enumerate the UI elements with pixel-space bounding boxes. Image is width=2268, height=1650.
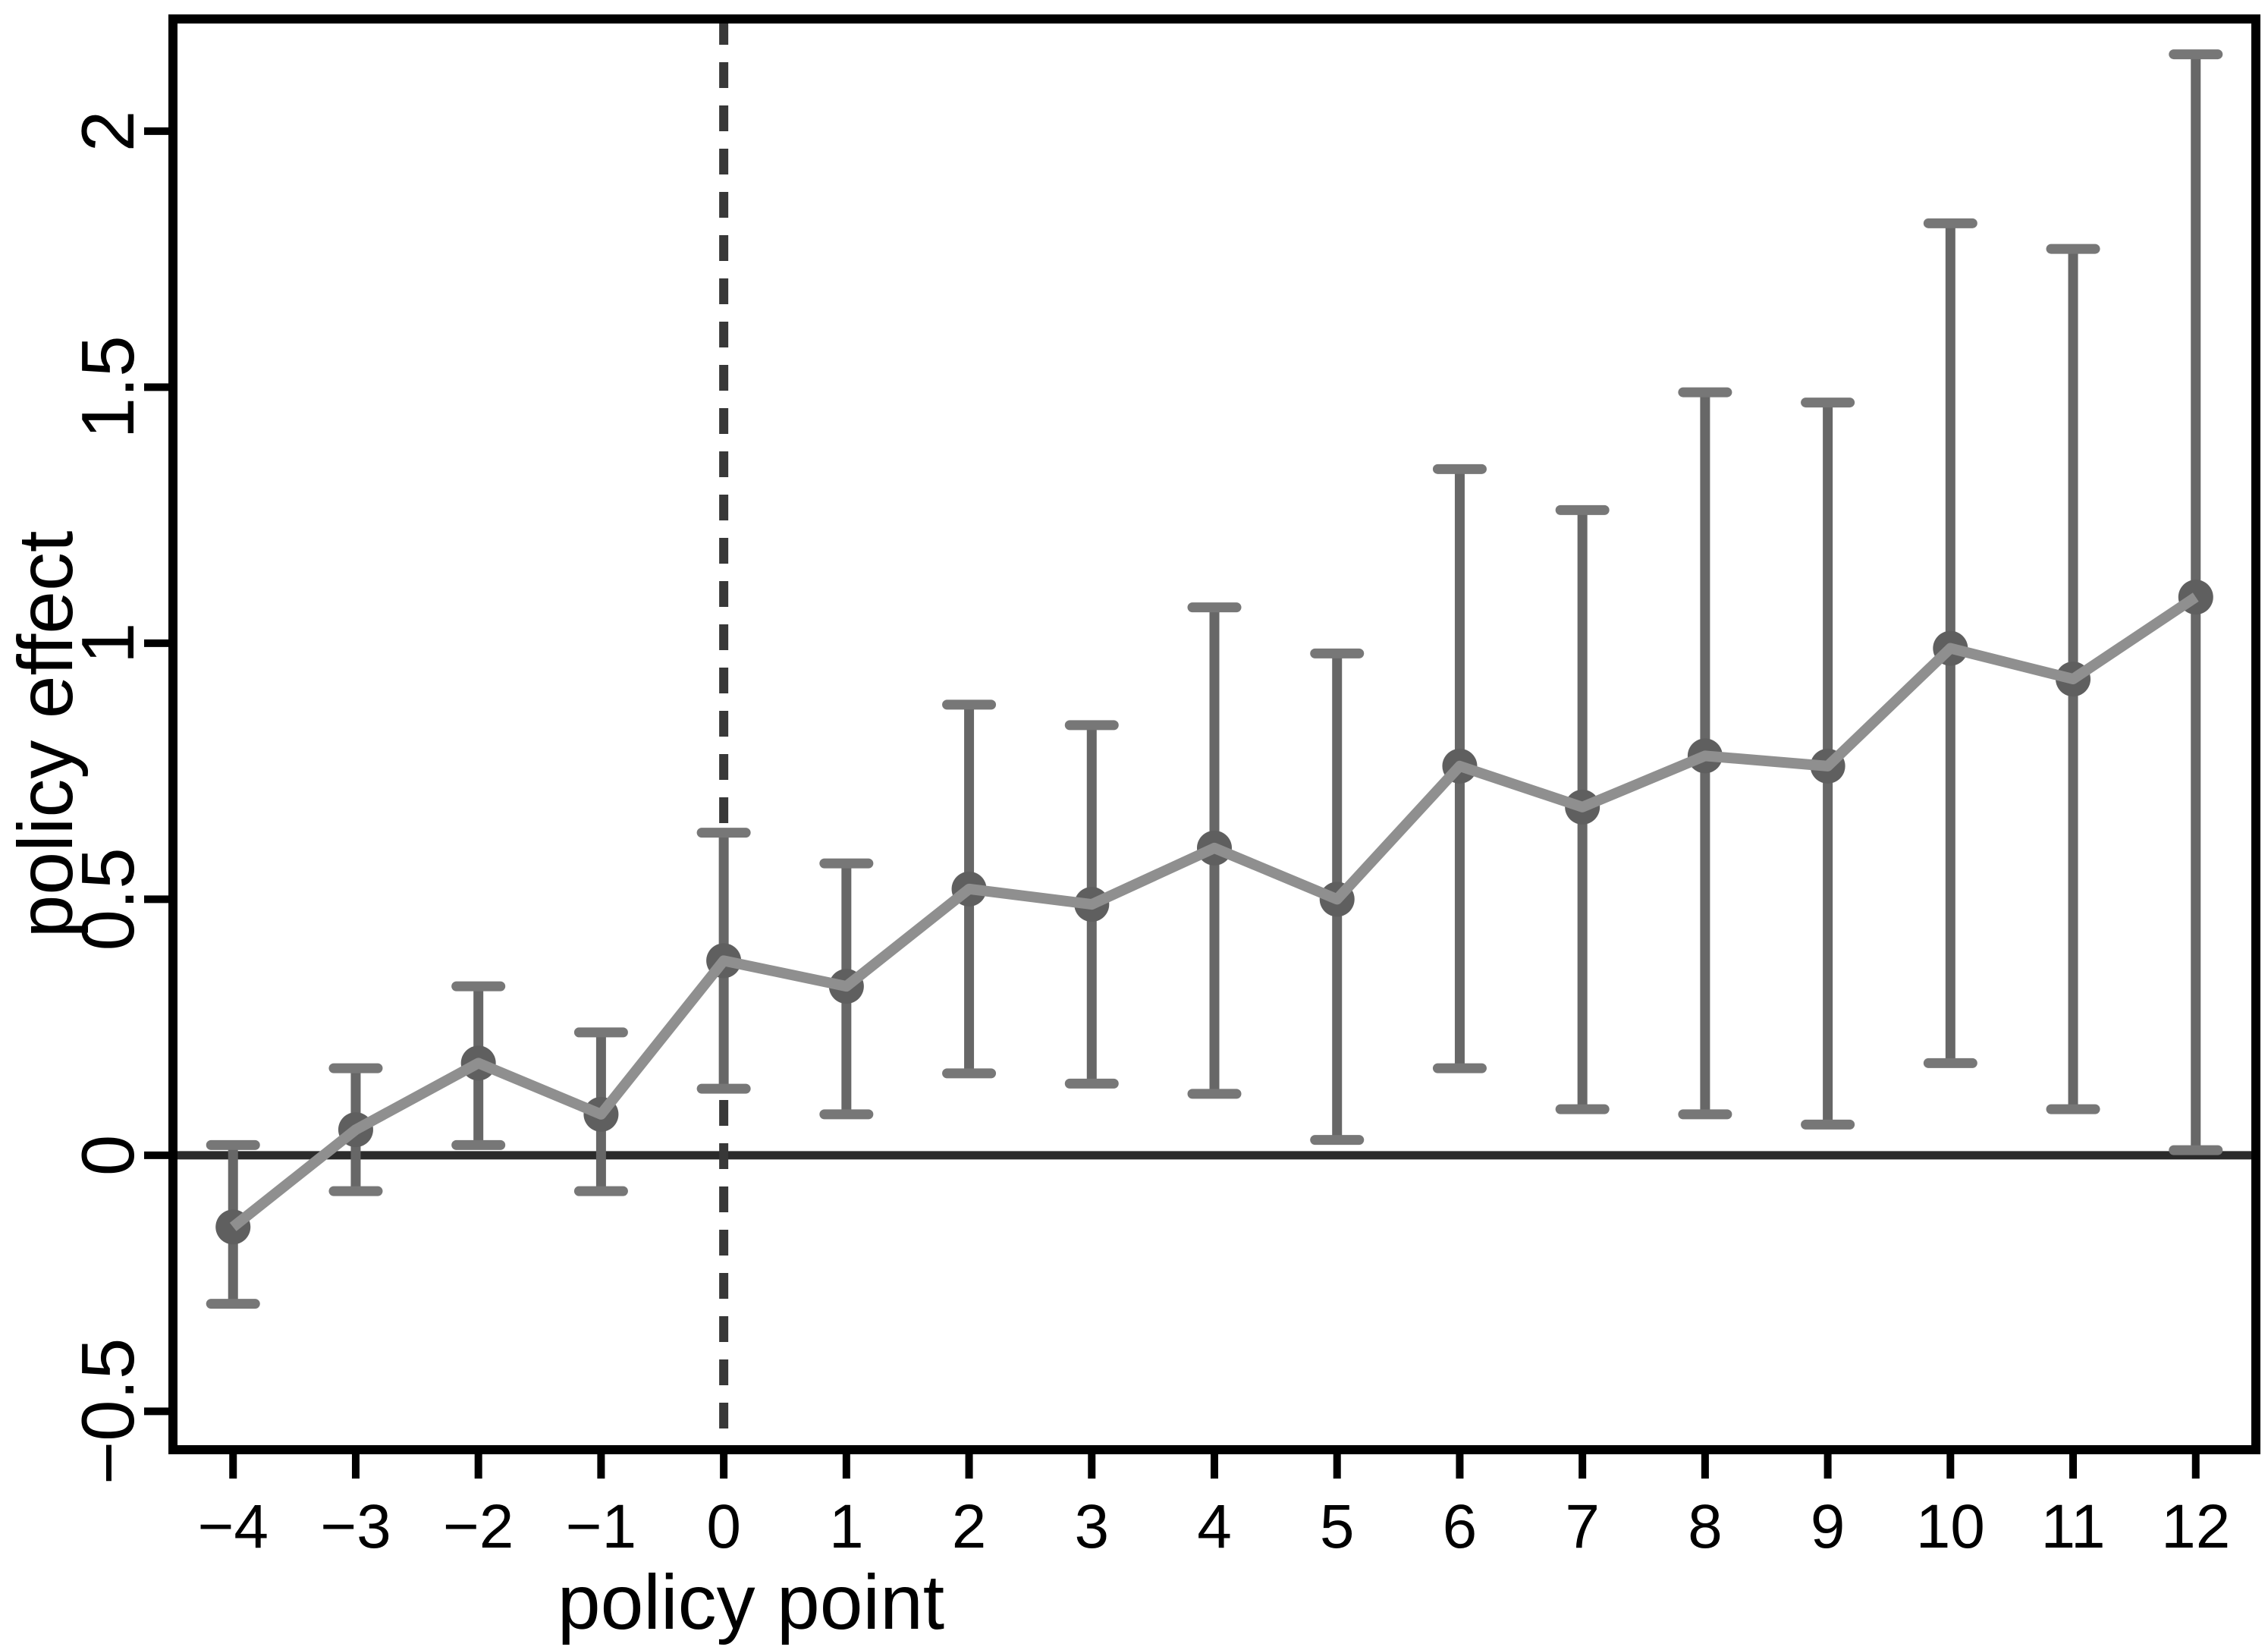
- x-tick-label: −4: [197, 1492, 269, 1561]
- x-tick-label: 7: [1565, 1492, 1600, 1561]
- y-tick-label: 1.5: [66, 335, 149, 438]
- x-tick-label: −2: [443, 1492, 514, 1561]
- x-tick-label: 5: [1320, 1492, 1355, 1561]
- y-tick-label: 0.5: [66, 847, 149, 951]
- x-tick-label: 2: [952, 1492, 987, 1561]
- x-tick-label: −3: [320, 1492, 391, 1561]
- x-tick-label: 3: [1074, 1492, 1109, 1561]
- x-axis-label: policy point: [558, 1559, 944, 1645]
- x-tick-label: −1: [566, 1492, 637, 1561]
- x-tick-label: 0: [706, 1492, 741, 1561]
- x-tick-label: 8: [1688, 1492, 1723, 1561]
- x-tick-label: 1: [829, 1492, 864, 1561]
- x-tick-label: 9: [1811, 1492, 1845, 1561]
- y-axis-label: policy effect: [2, 531, 89, 938]
- y-tick-label: 2: [66, 111, 149, 152]
- y-tick-label: −0.5: [66, 1338, 149, 1485]
- x-tick-label: 4: [1197, 1492, 1232, 1561]
- x-tick-label: 12: [2161, 1492, 2230, 1561]
- chart-marks: −0.500.511.52−4 −3 −2 −1 0 1 2 3 4 5 6 7 8 9 10 11 12: [66, 14, 2260, 1561]
- x-tick-label: 11: [2040, 1492, 2105, 1561]
- x-tick-label: 6: [1443, 1492, 1478, 1561]
- x-tick-label: 10: [1916, 1492, 1985, 1561]
- y-tick-label: 0: [66, 1135, 149, 1177]
- trend-line: [229, 592, 2199, 1231]
- y-tick-label: 1: [66, 623, 149, 665]
- plot-frame: [168, 14, 2260, 1454]
